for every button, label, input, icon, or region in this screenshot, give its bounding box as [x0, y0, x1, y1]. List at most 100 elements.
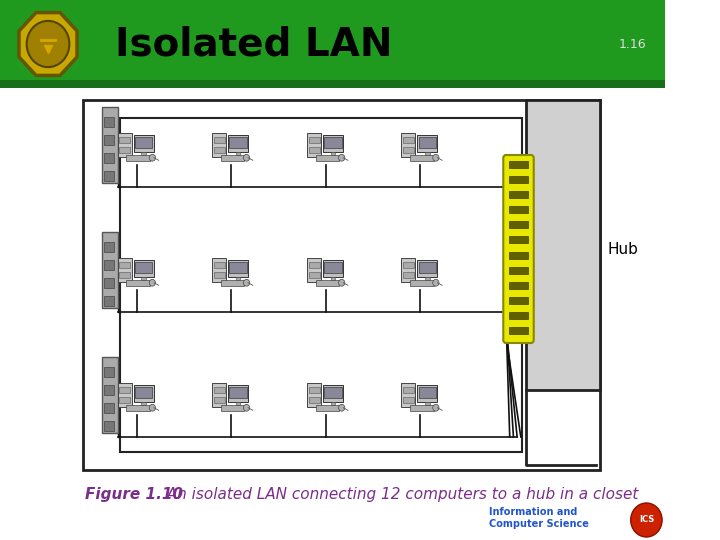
- Bar: [220, 155, 244, 161]
- Bar: [307, 133, 321, 157]
- Bar: [316, 155, 339, 161]
- Bar: [0, 80, 665, 88]
- Bar: [141, 152, 146, 155]
- Bar: [330, 277, 336, 280]
- Bar: [104, 403, 114, 413]
- Bar: [526, 100, 600, 390]
- Bar: [220, 280, 244, 286]
- Bar: [417, 385, 438, 402]
- Bar: [307, 258, 321, 282]
- Bar: [509, 176, 528, 183]
- Bar: [309, 397, 320, 403]
- Bar: [509, 312, 528, 319]
- Bar: [410, 405, 433, 411]
- Bar: [104, 296, 114, 306]
- Bar: [104, 117, 114, 127]
- Text: An isolated LAN connecting 12 computers to a hub in a closet: An isolated LAN connecting 12 computers …: [157, 488, 639, 503]
- Bar: [104, 135, 114, 145]
- Bar: [228, 135, 248, 152]
- Bar: [120, 118, 522, 452]
- Circle shape: [149, 154, 156, 161]
- Bar: [214, 397, 225, 403]
- Bar: [127, 405, 150, 411]
- Circle shape: [338, 404, 345, 411]
- Bar: [509, 237, 528, 244]
- Bar: [120, 262, 130, 268]
- Bar: [325, 137, 342, 148]
- Bar: [418, 261, 436, 273]
- Bar: [120, 272, 130, 278]
- Bar: [325, 387, 342, 399]
- Bar: [104, 421, 114, 431]
- Bar: [418, 387, 436, 399]
- Bar: [509, 191, 528, 198]
- Circle shape: [433, 404, 439, 411]
- Bar: [212, 258, 226, 282]
- Text: Figure 1.10: Figure 1.10: [85, 488, 183, 503]
- Bar: [135, 261, 153, 273]
- Bar: [120, 137, 130, 143]
- Bar: [509, 297, 528, 304]
- Bar: [229, 261, 246, 273]
- Circle shape: [27, 21, 69, 67]
- Bar: [309, 147, 320, 153]
- Circle shape: [631, 503, 662, 537]
- Bar: [309, 137, 320, 143]
- Bar: [403, 137, 414, 143]
- Bar: [418, 137, 436, 148]
- Bar: [127, 280, 150, 286]
- Bar: [403, 262, 414, 268]
- Bar: [229, 387, 246, 399]
- Bar: [403, 387, 414, 393]
- Bar: [330, 402, 336, 405]
- Bar: [309, 272, 320, 278]
- Bar: [214, 137, 225, 143]
- Circle shape: [243, 154, 250, 161]
- Bar: [220, 405, 244, 411]
- Bar: [316, 405, 339, 411]
- Bar: [330, 152, 336, 155]
- Bar: [212, 133, 226, 157]
- Bar: [323, 385, 343, 402]
- Bar: [509, 282, 528, 289]
- Text: ICS: ICS: [639, 516, 654, 524]
- Bar: [425, 152, 430, 155]
- Bar: [135, 137, 153, 148]
- Circle shape: [433, 279, 439, 286]
- Bar: [509, 327, 528, 334]
- Bar: [425, 402, 430, 405]
- Bar: [417, 260, 438, 277]
- Bar: [228, 385, 248, 402]
- Bar: [104, 278, 114, 288]
- Bar: [141, 277, 146, 280]
- Bar: [120, 387, 130, 393]
- Bar: [102, 232, 118, 308]
- Bar: [410, 280, 433, 286]
- Polygon shape: [19, 12, 77, 76]
- Bar: [133, 135, 154, 152]
- Bar: [212, 383, 226, 407]
- Bar: [229, 137, 246, 148]
- Circle shape: [338, 279, 345, 286]
- Bar: [214, 272, 225, 278]
- Bar: [235, 277, 240, 280]
- Bar: [309, 387, 320, 393]
- Bar: [228, 260, 248, 277]
- Circle shape: [149, 404, 156, 411]
- Bar: [401, 133, 415, 157]
- Bar: [509, 267, 528, 274]
- FancyBboxPatch shape: [503, 155, 534, 343]
- Bar: [118, 133, 132, 157]
- Bar: [323, 135, 343, 152]
- Bar: [316, 280, 339, 286]
- Bar: [325, 261, 342, 273]
- Bar: [104, 153, 114, 163]
- Bar: [509, 160, 528, 167]
- Bar: [133, 385, 154, 402]
- Bar: [127, 155, 150, 161]
- Bar: [509, 221, 528, 228]
- Bar: [235, 152, 240, 155]
- Bar: [509, 206, 528, 213]
- Bar: [118, 258, 132, 282]
- Bar: [214, 262, 225, 268]
